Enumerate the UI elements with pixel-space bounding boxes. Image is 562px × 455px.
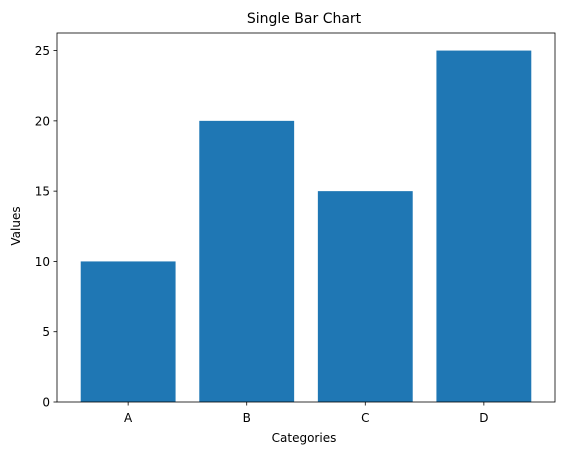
bar-A bbox=[80, 261, 176, 402]
chart-title: Single Bar Chart bbox=[247, 11, 362, 27]
bar-B bbox=[199, 120, 295, 402]
y-tick-label-5: 5 bbox=[42, 325, 50, 339]
y-tick-label-15: 15 bbox=[35, 185, 50, 199]
x-tick-label-B: B bbox=[243, 411, 251, 425]
y-tick-label-20: 20 bbox=[35, 114, 50, 128]
y-tick-label-0: 0 bbox=[42, 396, 50, 410]
y-tick-label-10: 10 bbox=[35, 255, 50, 269]
plot-area: 0 5 10 15 20 25 A B C D bbox=[35, 32, 556, 425]
x-tick-label-C: C bbox=[361, 411, 369, 425]
axes-frame bbox=[56, 32, 556, 403]
x-tick-label-A: A bbox=[124, 411, 133, 425]
bar-D bbox=[436, 50, 532, 402]
x-tick-label-D: D bbox=[479, 411, 488, 425]
x-axis-label: Categories bbox=[272, 431, 337, 445]
y-axis-label: Values bbox=[9, 206, 23, 245]
bar-C bbox=[317, 191, 413, 402]
y-tick-label-25: 25 bbox=[35, 44, 50, 58]
